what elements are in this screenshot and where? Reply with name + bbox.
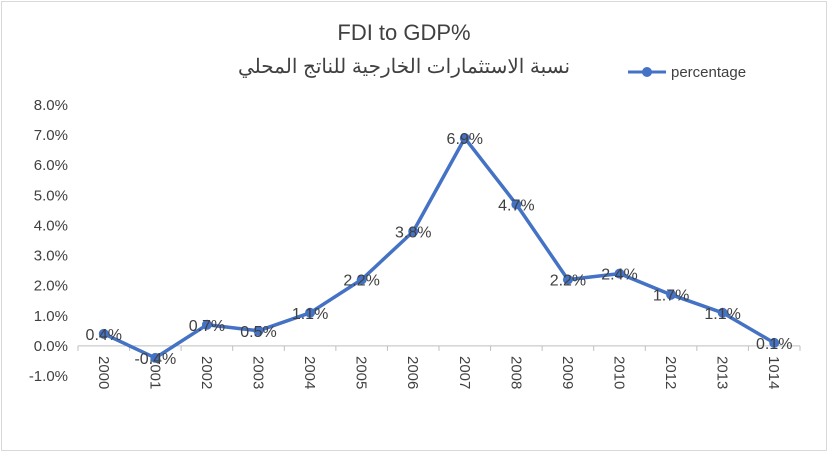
data-label: 6.9%	[447, 131, 483, 148]
data-point-marker	[562, 274, 573, 285]
y-tick-label: 3.0%	[34, 248, 68, 265]
chart-title: FDI to GDP%	[337, 20, 470, 45]
data-label: 1.1%	[292, 306, 328, 323]
data-point-marker	[98, 328, 109, 339]
x-tick-label: 2001	[146, 356, 163, 389]
x-tick-label: 2009	[559, 356, 576, 389]
data-point-marker	[201, 319, 212, 330]
data-label: 1.7%	[653, 288, 689, 305]
y-tick-label: 7.0%	[34, 127, 68, 144]
y-tick-label: -1.0%	[29, 368, 68, 385]
data-point-marker	[253, 325, 264, 336]
legend-label: percentage	[671, 64, 746, 81]
y-tick-label: 2.0%	[34, 278, 68, 295]
chart-subtitle: نسبة الاستثمارات الخارجية للناتج المحلي	[238, 56, 570, 78]
y-tick-label: 8.0%	[34, 97, 68, 114]
x-tick-label: 1014	[765, 356, 782, 389]
data-point-marker	[717, 307, 728, 318]
data-label: 3.8%	[395, 224, 431, 241]
data-point-marker	[614, 268, 625, 279]
y-tick-label: 6.0%	[34, 157, 68, 174]
x-tick-label: 2012	[662, 356, 679, 389]
x-tick-label: 2008	[507, 356, 524, 389]
legend-dot-marker	[642, 67, 652, 77]
y-tick-label: 1.0%	[34, 308, 68, 325]
x-tick-label: 2006	[404, 356, 421, 389]
x-tick-label: 2005	[353, 356, 370, 389]
data-label: -0.4%	[134, 351, 176, 368]
y-tick-label: 4.0%	[34, 217, 68, 234]
data-label: 0.7%	[189, 318, 225, 335]
data-point-marker	[511, 199, 522, 210]
series-percentage: 0.4% -0.4% 0.7% 0.5% 1.1% 2.2% 3.8% 6.9% 4.7% 2.2…	[86, 131, 793, 368]
data-label: 2.2%	[550, 273, 586, 290]
data-label: 0.5%	[240, 324, 276, 341]
x-tick-label: 2007	[456, 356, 473, 389]
y-axis: -1.0% 0.0% 1.0% 2.0% 3.0% 4.0% 5.0% 6.0% 7.0% 8.0…	[29, 97, 68, 385]
data-point-marker	[769, 337, 780, 348]
x-tick-label: 2000	[95, 356, 112, 389]
x-tick-label: 2013	[714, 356, 731, 389]
data-label: 0.4%	[86, 327, 122, 344]
data-label: 1.1%	[704, 306, 740, 323]
data-point-marker	[356, 274, 367, 285]
x-tick-label: 2010	[611, 356, 628, 389]
data-label: 0.1%	[756, 336, 792, 353]
y-tick-label: 5.0%	[34, 187, 68, 204]
x-tick-label: 2003	[250, 356, 267, 389]
data-label: 4.7%	[498, 197, 534, 214]
x-tick-label: 2004	[301, 356, 318, 389]
x-axis: 2000 2001 2002 2003 2004 2005 2006 2007 2008 2009…	[77, 345, 801, 389]
x-tick-label: 2002	[198, 356, 215, 389]
y-tick-label: 0.0%	[34, 338, 68, 355]
data-point-marker	[150, 352, 161, 363]
legend: percentage	[628, 64, 746, 81]
data-point-marker	[305, 307, 316, 318]
data-label: 2.2%	[343, 273, 379, 290]
data-label: 2.4%	[601, 267, 637, 284]
data-point-marker	[459, 133, 470, 144]
data-point-marker	[666, 289, 677, 300]
data-point-marker	[408, 226, 419, 237]
series-line	[102, 136, 776, 360]
